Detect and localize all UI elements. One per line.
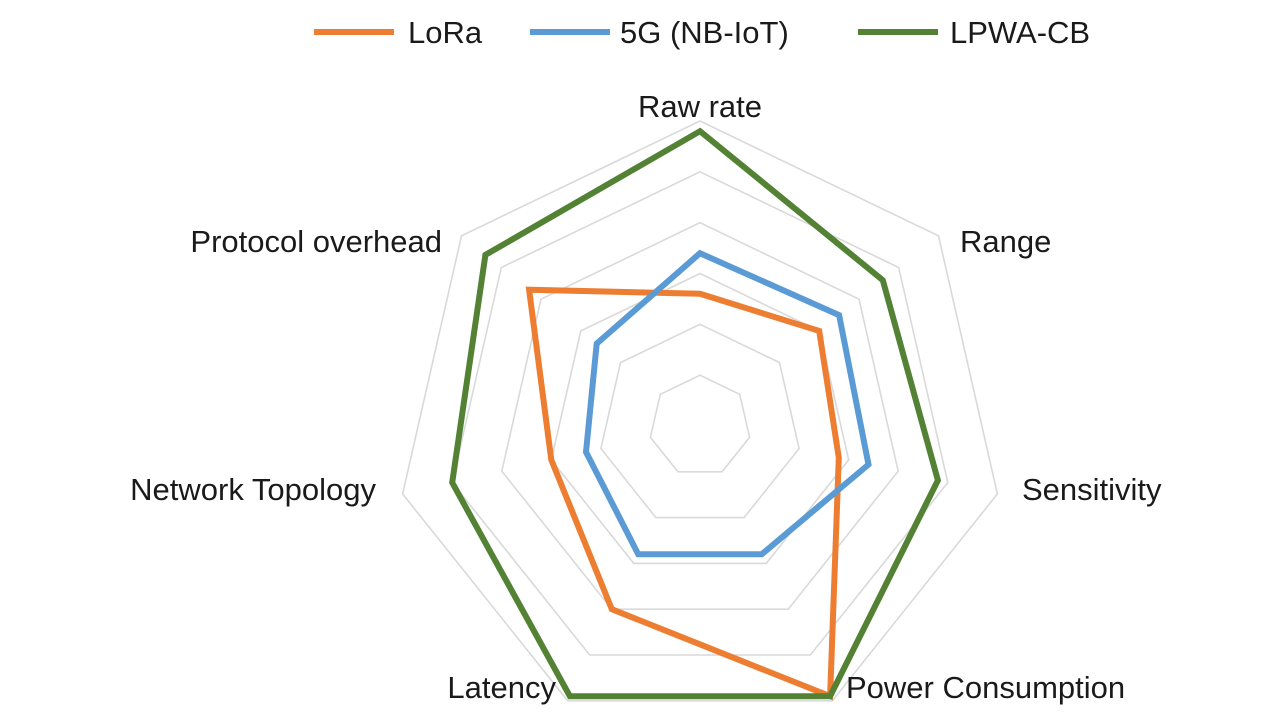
axis-label-sensitivity: Sensitivity — [1022, 472, 1162, 507]
axis-label-latency: Latency — [447, 670, 556, 705]
legend-item-lpwa-cb: LPWA-CB — [858, 15, 1090, 50]
axis-label-raw-rate: Raw rate — [638, 89, 762, 124]
radar-grid — [401, 120, 999, 702]
legend-label-5g-nb-iot: 5G (NB-IoT) — [620, 15, 789, 50]
grid-ring-2 — [600, 323, 800, 519]
series-line-lora — [525, 286, 842, 701]
legend-item-5g-nb-iot: 5G (NB-IoT) — [530, 15, 789, 50]
legend: LoRa 5G (NB-IoT) LPWA-CB — [314, 15, 1090, 50]
axis-label-network-topology: Network Topology — [130, 472, 376, 507]
grid-ring-5 — [451, 170, 949, 656]
series-layer — [449, 127, 942, 701]
grid-ring-1 — [649, 374, 751, 473]
legend-item-lora: LoRa — [314, 15, 483, 50]
axis-label-protocol-overhead: Protocol overhead — [190, 224, 442, 259]
series-line-5g-nb-iot — [582, 249, 872, 558]
series-line-lpwa-cb — [449, 127, 942, 700]
axis-labels: Raw rate Range Sensitivity Power Consump… — [130, 89, 1162, 705]
grid-ring-6 — [401, 120, 999, 702]
axis-label-range: Range — [960, 224, 1051, 259]
legend-label-lpwa-cb: LPWA-CB — [950, 15, 1090, 50]
axis-label-power-consumption: Power Consumption — [846, 670, 1125, 705]
legend-label-lora: LoRa — [408, 15, 483, 50]
